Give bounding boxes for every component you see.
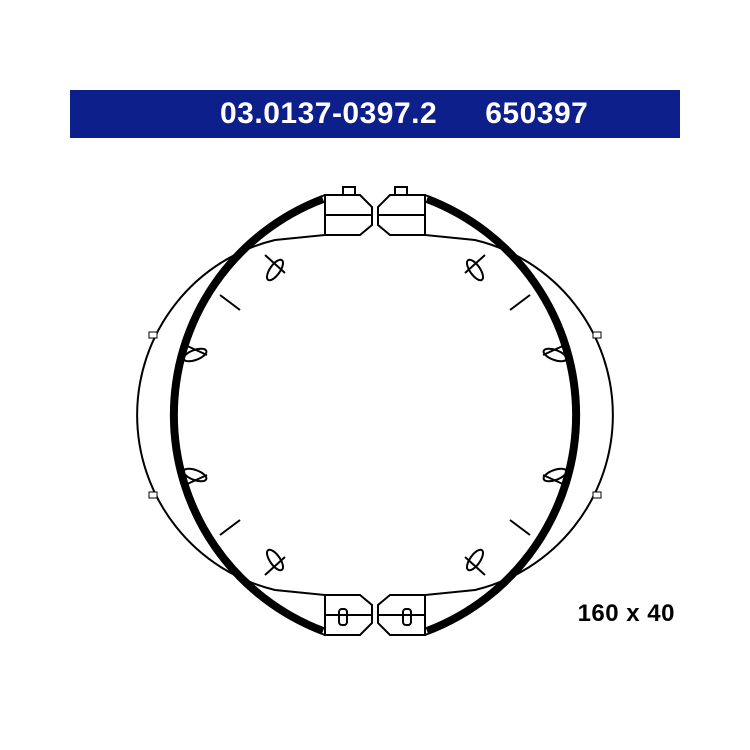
dimension-label: 160 x 40 [578,600,675,628]
part-number: 03.0137-0397.2 [220,97,437,131]
brake-shoe-drawing [75,155,675,675]
header-bar: 03.0137-0397.2 650397 [70,90,680,138]
figure-canvas: 03.0137-0397.2 650397 160 x 40 [0,0,750,750]
alt-number: 650397 [485,97,588,131]
